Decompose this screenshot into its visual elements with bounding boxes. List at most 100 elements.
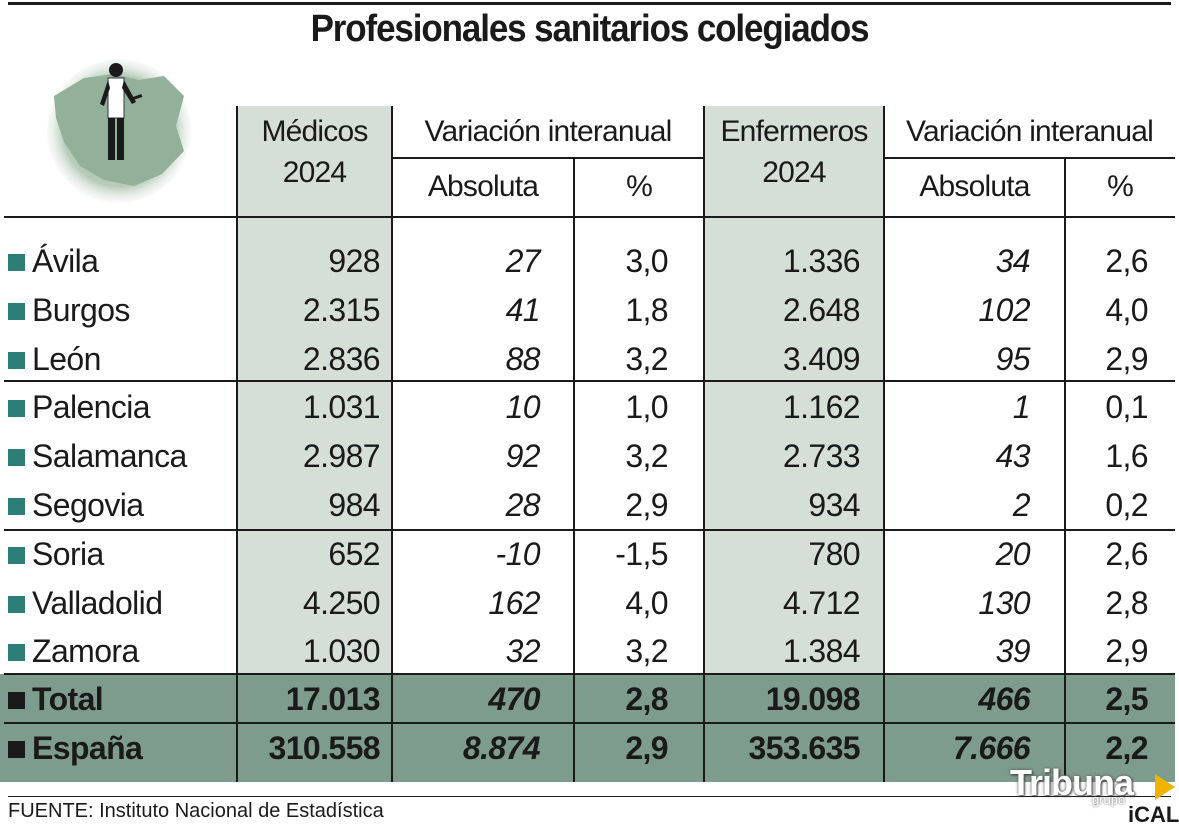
cell-eabs: 43 <box>995 438 1031 475</box>
espana-rule <box>4 722 1175 724</box>
cell-enf: 1.162 <box>782 389 861 426</box>
cell-med: 2.315 <box>302 291 381 328</box>
cell-med: 17.013 <box>285 681 381 717</box>
row-label: León <box>32 340 101 377</box>
table-row: Zamora 1.030 32 3,2 1.384 39 2,9 <box>0 627 1179 676</box>
cell-enf: 1.336 <box>782 243 861 279</box>
table-row: Soria 652 -10 -1,5 780 20 2,6 <box>0 530 1179 579</box>
variacion-header-enfermeros: Variación interanual <box>906 115 1154 148</box>
logo-sub: grupo <box>1092 792 1126 807</box>
cell-mabs: 88 <box>505 340 541 377</box>
cell-mpct: 2,8 <box>625 681 668 717</box>
cell-eabs: 102 <box>978 291 1030 328</box>
variacion1-underline <box>392 157 704 159</box>
row-marker-icon <box>8 546 25 564</box>
table-row: Valladolid 4.250 162 4,0 4.712 130 2,8 <box>0 579 1179 628</box>
row-marker-icon <box>8 644 25 662</box>
cell-mpct: 1,8 <box>625 291 668 328</box>
group-rule-2 <box>4 529 1175 531</box>
total-rule <box>4 673 1175 675</box>
table-row: Palencia 1.031 10 1,0 1.162 1 0,1 <box>0 383 1179 432</box>
cell-enf: 4.712 <box>782 584 861 621</box>
doctor-map-illustration <box>47 59 191 203</box>
cell-epct: 0,2 <box>1105 487 1148 523</box>
cell-enf: 934 <box>808 487 860 523</box>
cell-eabs: 34 <box>995 243 1031 279</box>
cell-enf: 353.635 <box>748 730 861 766</box>
enfermeros-column-shade <box>704 217 884 674</box>
cell-epct: 4,0 <box>1105 291 1148 328</box>
cell-mabs: 28 <box>505 487 541 523</box>
row-label: Palencia <box>32 389 151 426</box>
medicos-column-shade <box>237 217 392 674</box>
row-marker-icon <box>8 254 25 271</box>
row-marker-icon <box>8 498 25 515</box>
row-marker-icon <box>8 595 25 613</box>
row-marker-icon <box>8 302 25 320</box>
row-label: Segovia <box>32 487 144 523</box>
cell-mpct: 4,0 <box>625 584 668 621</box>
medicos-header-line2: 2024 <box>282 156 347 189</box>
absoluta-header-medicos: Absoluta <box>427 170 539 203</box>
cell-mpct: 1,0 <box>625 389 668 426</box>
footer-rule <box>8 796 1171 797</box>
table-row: Salamanca 2.987 92 3,2 2.733 43 1,6 <box>0 432 1179 481</box>
cell-enf: 780 <box>808 535 860 572</box>
play-triangle-icon <box>1155 774 1175 800</box>
row-marker-icon <box>8 449 25 467</box>
cell-mpct: 2,9 <box>625 487 668 523</box>
col-line-6 <box>1064 158 1066 782</box>
cell-med: 1.031 <box>302 389 381 426</box>
col-line-4 <box>703 106 705 782</box>
cell-eabs: 2 <box>1012 487 1031 523</box>
top-rule <box>8 2 1171 5</box>
row-label: Salamanca <box>32 438 187 475</box>
cell-mpct: 3,2 <box>625 438 668 475</box>
logo-brand: Tribuna <box>1010 762 1134 803</box>
table-row: Burgos 2.315 41 1,8 2.648 102 4,0 <box>0 286 1179 335</box>
cell-mabs: 27 <box>505 243 541 279</box>
col-line-5 <box>883 106 885 782</box>
enfermeros-header-line2: 2024 <box>762 156 826 189</box>
row-marker-icon <box>8 400 25 418</box>
cell-med: 310.558 <box>268 730 381 766</box>
table-row: Segovia 984 28 2,9 934 2 0,2 <box>0 481 1179 530</box>
cell-med: 2.987 <box>302 438 381 475</box>
cell-eabs: 130 <box>978 584 1030 621</box>
cell-med: 1.030 <box>302 633 381 670</box>
cell-enf: 19.098 <box>765 681 861 717</box>
row-marker-icon <box>8 351 25 369</box>
totals-band <box>0 674 1175 782</box>
cell-epct: 2,9 <box>1105 633 1148 670</box>
pct-header-enfermeros: % <box>1107 170 1134 203</box>
cell-eabs: 466 <box>978 681 1030 717</box>
total-row: España 310.558 8.874 2,9 353.635 7.666 2,2 <box>0 724 1179 773</box>
row-label: Total <box>32 681 104 717</box>
source-note: FUENTE: Instituto Nacional de Estadístic… <box>8 800 384 822</box>
cell-eabs: 1 <box>1012 389 1031 426</box>
cell-enf: 2.648 <box>782 291 861 328</box>
cell-mabs: 10 <box>505 389 541 426</box>
cell-epct: 1,6 <box>1105 438 1148 475</box>
page-title: Profesionales sanitarios colegiados <box>310 8 870 50</box>
cell-epct: 0,1 <box>1105 389 1148 426</box>
logo-agency: iCAL <box>1128 802 1179 827</box>
cell-mabs: -10 <box>495 535 541 572</box>
row-label: España <box>32 730 143 766</box>
tribuna-ical-logo: Tribuna grupo iCAL <box>1010 762 1179 827</box>
table-row: Ávila 928 27 3,0 1.336 34 2,6 <box>0 237 1179 286</box>
cell-epct: 2,6 <box>1105 243 1148 279</box>
enfermeros-header-line1: Enfermeros <box>720 115 868 148</box>
enfermeros-header-shade <box>704 106 884 217</box>
col-line-1 <box>236 106 238 782</box>
cell-mabs: 8.874 <box>462 730 541 766</box>
variacion2-underline <box>884 157 1175 159</box>
cell-epct: 2,9 <box>1105 340 1148 377</box>
cell-epct: 2,8 <box>1105 584 1148 621</box>
cell-eabs: 20 <box>995 535 1031 572</box>
cell-med: 652 <box>328 535 380 572</box>
row-label: Burgos <box>32 291 130 328</box>
cell-mpct: 3,0 <box>625 243 668 279</box>
row-label: Zamora <box>32 633 139 670</box>
total-row: Total 17.013 470 2,8 19.098 466 2,5 <box>0 675 1179 724</box>
